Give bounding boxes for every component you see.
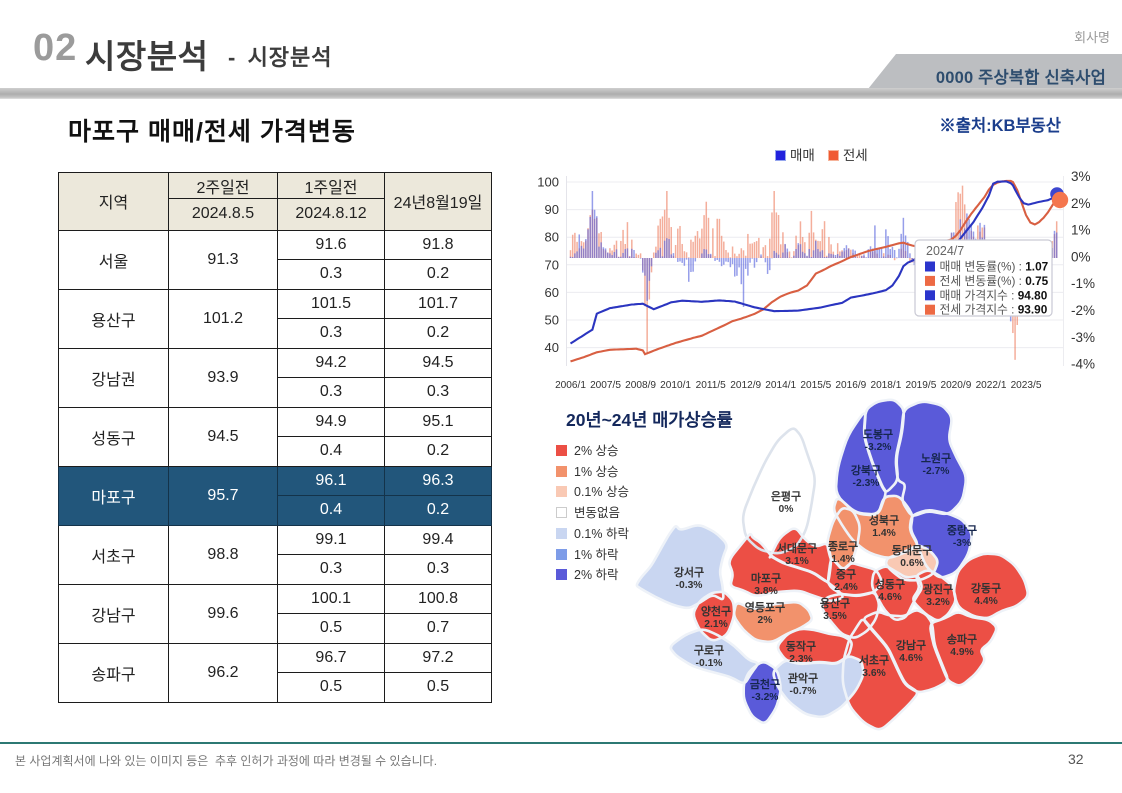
svg-text:2023/5: 2023/5 <box>1011 380 1042 391</box>
svg-text:2.1%: 2.1% <box>704 619 727 630</box>
svg-text:동대문구: 동대문구 <box>892 543 932 557</box>
svg-text:2012/9: 2012/9 <box>730 380 761 391</box>
svg-text:-1%: -1% <box>1071 276 1095 291</box>
svg-text:3%: 3% <box>1071 169 1091 184</box>
svg-text:구로구: 구로구 <box>694 644 724 657</box>
svg-text:-3.2%: -3.2% <box>752 692 779 703</box>
svg-text:관악구: 관악구 <box>788 671 818 685</box>
svg-text:2014/1: 2014/1 <box>765 380 796 391</box>
svg-text:1.4%: 1.4% <box>831 554 854 565</box>
svg-text:-4%: -4% <box>1071 357 1095 372</box>
svg-text:90: 90 <box>545 202 559 217</box>
svg-text:마포구: 마포구 <box>751 571 781 585</box>
svg-text:2015/5: 2015/5 <box>800 380 831 391</box>
svg-text:-0.1%: -0.1% <box>696 658 723 669</box>
svg-text:전세 변동률(%) : 0.75: 전세 변동률(%) : 0.75 <box>940 274 1049 288</box>
svg-text:금천구: 금천구 <box>750 677 780 691</box>
svg-text:40: 40 <box>545 340 559 355</box>
svg-text:2016/9: 2016/9 <box>835 380 866 391</box>
svg-text:80: 80 <box>545 230 559 245</box>
svg-text:2.4%: 2.4% <box>834 582 857 593</box>
svg-text:2010/1: 2010/1 <box>660 380 691 391</box>
svg-text:0%: 0% <box>1071 249 1091 264</box>
svg-text:3.2%: 3.2% <box>926 597 949 608</box>
svg-text:2011/5: 2011/5 <box>696 380 727 391</box>
svg-text:2007/5: 2007/5 <box>590 380 621 391</box>
svg-text:4.6%: 4.6% <box>899 653 922 664</box>
svg-text:-3%: -3% <box>953 538 971 549</box>
svg-text:-2%: -2% <box>1071 303 1095 318</box>
svg-text:-0.7%: -0.7% <box>790 686 817 697</box>
svg-text:2020/9: 2020/9 <box>940 380 971 391</box>
svg-text:70: 70 <box>545 257 559 272</box>
svg-text:2006/1: 2006/1 <box>555 380 586 391</box>
svg-text:-2.3%: -2.3% <box>853 478 880 489</box>
svg-text:2008/9: 2008/9 <box>625 380 656 391</box>
svg-text:서대문구: 서대문구 <box>777 541 817 555</box>
svg-text:매매 변동률(%) : 1.07: 매매 변동률(%) : 1.07 <box>940 260 1049 274</box>
svg-text:강북구: 강북구 <box>851 463 881 477</box>
svg-text:노원구: 노원구 <box>921 451 951 465</box>
svg-text:은평구: 은평구 <box>771 489 801 503</box>
svg-text:중랑구: 중랑구 <box>947 524 977 537</box>
svg-text:3.1%: 3.1% <box>785 556 808 567</box>
svg-text:4.4%: 4.4% <box>974 596 997 607</box>
svg-text:4.6%: 4.6% <box>878 592 901 603</box>
svg-text:3.8%: 3.8% <box>754 586 777 597</box>
svg-text:매매 가격지수 : 94.80: 매매 가격지수 : 94.80 <box>940 288 1048 302</box>
svg-text:-0.3%: -0.3% <box>676 580 703 591</box>
svg-text:-3.2%: -3.2% <box>865 442 892 453</box>
svg-text:-2.7%: -2.7% <box>923 466 950 477</box>
svg-text:서초구: 서초구 <box>859 653 889 667</box>
svg-text:3.5%: 3.5% <box>823 611 846 622</box>
svg-text:1%: 1% <box>1071 223 1091 238</box>
svg-text:100: 100 <box>537 175 559 190</box>
svg-text:성북구: 성북구 <box>869 513 899 527</box>
svg-text:60: 60 <box>545 285 559 300</box>
svg-text:1.4%: 1.4% <box>872 528 895 539</box>
svg-text:강남구: 강남구 <box>896 638 926 652</box>
svg-text:50: 50 <box>545 313 559 328</box>
svg-text:2.3%: 2.3% <box>789 654 812 665</box>
svg-text:2018/1: 2018/1 <box>870 380 901 391</box>
svg-text:중구: 중구 <box>836 568 856 581</box>
svg-text:영등포구: 영등포구 <box>745 601 785 614</box>
svg-text:0.6%: 0.6% <box>900 558 923 569</box>
svg-text:용산구: 용산구 <box>820 596 850 610</box>
svg-text:2022/1: 2022/1 <box>976 380 1007 391</box>
svg-text:강서구: 강서구 <box>674 565 704 579</box>
svg-text:도봉구: 도봉구 <box>863 428 893 441</box>
svg-text:동작구: 동작구 <box>786 639 816 653</box>
svg-text:3.6%: 3.6% <box>862 668 885 679</box>
svg-text:광진구: 광진구 <box>923 582 953 596</box>
svg-text:2019/5: 2019/5 <box>905 380 936 391</box>
svg-text:2%: 2% <box>1071 196 1091 211</box>
svg-text:전세 가격지수 : 93.90: 전세 가격지수 : 93.90 <box>940 303 1048 317</box>
svg-text:종로구: 종로구 <box>828 540 858 553</box>
svg-text:송파구: 송파구 <box>947 632 977 646</box>
svg-text:강동구: 강동구 <box>971 581 1001 595</box>
svg-text:성동구: 성동구 <box>875 577 905 591</box>
svg-text:2024/7: 2024/7 <box>926 244 964 258</box>
svg-text:양천구: 양천구 <box>701 604 731 618</box>
svg-text:-3%: -3% <box>1071 330 1095 345</box>
svg-text:2%: 2% <box>758 615 773 626</box>
svg-text:4.9%: 4.9% <box>950 647 973 658</box>
svg-text:0%: 0% <box>779 504 794 515</box>
